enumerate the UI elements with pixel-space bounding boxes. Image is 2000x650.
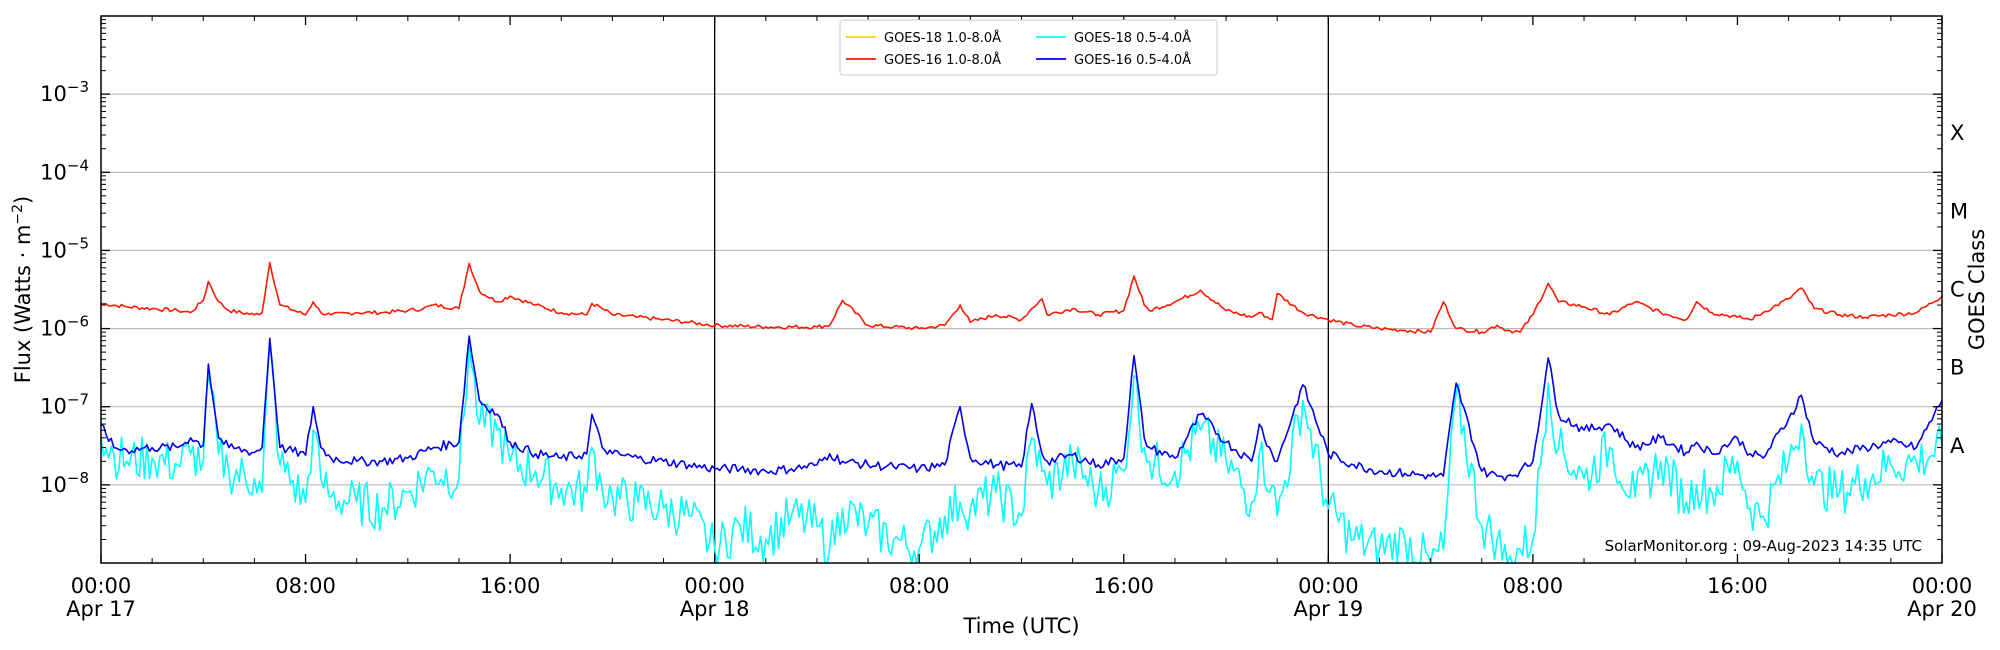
x-tick-label: 16:00	[1707, 574, 1768, 598]
x-tick-date-label: Apr 19	[1293, 597, 1363, 621]
x-tick-label: 00:00	[1912, 574, 1973, 598]
series-line	[100, 335, 1943, 482]
y-tick-exponent: −5	[67, 234, 89, 252]
legend: GOES-18 1.0-8.0Å GOES-18 0.5-4.0Å GOES-16 …	[839, 19, 1218, 76]
grid-lines	[101, 93, 1942, 486]
y-tick-exponent: −4	[67, 156, 89, 174]
legend-box	[839, 19, 1218, 76]
x-tick-label: 08:00	[889, 574, 950, 598]
y-tick-label: 10−6	[40, 313, 89, 341]
goes-class-label: B	[1950, 356, 1964, 380]
y-tick-base: 10	[40, 160, 67, 184]
legend-label: GOES-16 1.0-8.0Å	[884, 52, 1001, 68]
y-tick-label: 10−4	[40, 156, 89, 184]
x-axis-label: Time (UTC)	[962, 614, 1079, 638]
y-axis-label-close: )	[11, 196, 35, 204]
x-tick-label: 00:00	[71, 574, 132, 598]
y-axis-label-text: Flux (Watts · m	[11, 225, 35, 384]
x-tick-label: 16:00	[1094, 574, 1155, 598]
x-tick-date-label: Apr 20	[1907, 597, 1977, 621]
goes-class-label: X	[1950, 121, 1964, 145]
x-tick-date-label: Apr 18	[680, 597, 750, 621]
x-tick-label: 08:00	[275, 574, 336, 598]
y-tick-exponent: −7	[67, 391, 89, 409]
goes-class-label: M	[1950, 199, 1968, 223]
x-tick-date-label: Apr 17	[66, 597, 136, 621]
legend-label: GOES-18 0.5-4.0Å	[1074, 30, 1191, 46]
series-line	[100, 342, 1943, 564]
y-tick-label: 10−5	[40, 234, 89, 262]
right-axis-label: GOES Class	[1965, 229, 1989, 350]
y-tick-label: 10−7	[40, 391, 89, 419]
y-tick-base: 10	[40, 473, 67, 497]
legend-label: GOES-18 1.0-8.0Å	[884, 30, 1001, 46]
y-tick-exponent: −3	[67, 78, 89, 96]
axis-ticks	[100, 16, 1943, 563]
legend-label: GOES-16 0.5-4.0Å	[1074, 52, 1191, 68]
series-lines	[100, 261, 1943, 564]
goes-class-label: A	[1950, 434, 1965, 458]
y-tick-exponent: −8	[67, 469, 89, 487]
credit-text: SolarMonitor.org : 09-Aug-2023 14:35 UTC	[1605, 537, 1922, 555]
y-tick-labels: 10−810−710−610−510−410−3	[40, 78, 89, 497]
y-tick-label: 10−8	[40, 469, 89, 497]
y-tick-exponent: −6	[67, 313, 89, 331]
plot-frame	[100, 15, 1943, 564]
x-tick-label: 16:00	[480, 574, 541, 598]
y-tick-base: 10	[40, 238, 67, 262]
x-tick-label: 08:00	[1503, 574, 1564, 598]
y-axis-label-exponent: −2	[10, 204, 26, 225]
y-axis-label: Flux (Watts · m−2)	[10, 196, 35, 384]
x-tick-label: 00:00	[1298, 574, 1359, 598]
x-tick-label: 00:00	[684, 574, 745, 598]
day-boundary-lines	[714, 16, 1329, 563]
goes-class-labels: A B C M X	[1950, 121, 1968, 458]
y-tick-base: 10	[40, 395, 67, 419]
y-tick-base: 10	[40, 317, 67, 341]
y-tick-label: 10−3	[40, 78, 89, 106]
y-tick-base: 10	[40, 82, 67, 106]
series-line	[100, 261, 1943, 335]
goes-class-label: C	[1950, 278, 1965, 302]
